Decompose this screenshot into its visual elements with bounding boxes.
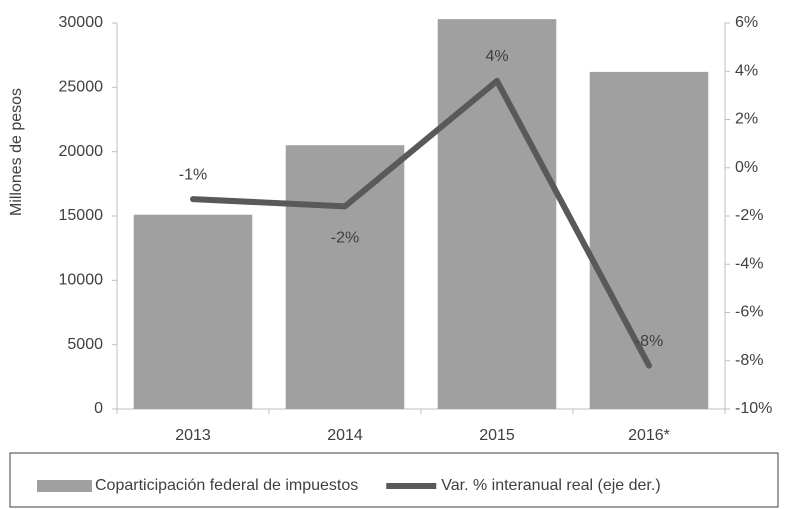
legend-swatch: [37, 480, 92, 492]
x-tick-label: 2015: [479, 427, 515, 444]
y-tick-label: 20000: [59, 143, 104, 160]
y2-tick-label: -6%: [735, 304, 763, 321]
bar: [589, 71, 709, 409]
line: [190, 77, 652, 369]
y-tick-label: 15000: [59, 207, 104, 224]
x-tick-label: 2013: [175, 427, 211, 444]
y2-tick-label: -10%: [735, 400, 772, 417]
y-tick-label: 30000: [59, 14, 104, 31]
y2-tick-label: 0%: [735, 159, 758, 176]
y2-tick-label: -2%: [735, 207, 763, 224]
y2-tick-label: 2%: [735, 111, 758, 128]
legend-box: [9, 452, 779, 508]
x-tick-label: 2014: [327, 427, 363, 444]
y2-tick-label: 6%: [735, 14, 758, 31]
bar: [437, 19, 557, 409]
y-tick-label: 5000: [67, 336, 103, 353]
y-tick-label: 25000: [59, 79, 104, 96]
data-label: -2%: [331, 230, 359, 247]
legend-label: Coparticipación federal de impuestos: [95, 477, 358, 494]
data-label: -1%: [179, 166, 207, 183]
x-tick-label: 2016*: [628, 427, 670, 444]
y-axis-label: Millones de pesos: [8, 88, 25, 216]
legend-label: Var. % interanual real (eje der.): [441, 477, 660, 494]
y2-tick-label: -8%: [735, 352, 763, 369]
y-tick-label: 10000: [59, 272, 104, 289]
bar: [285, 145, 405, 409]
bar: [133, 214, 253, 409]
y2-tick-label: 4%: [735, 62, 758, 79]
y2-tick-label: -4%: [735, 255, 763, 272]
data-label: -8%: [635, 333, 663, 350]
data-label: 4%: [485, 48, 508, 65]
y-tick-label: 0: [94, 400, 103, 417]
